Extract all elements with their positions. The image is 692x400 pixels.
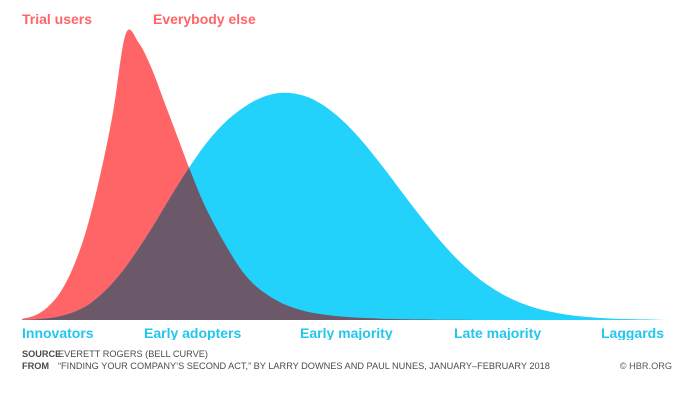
from-text: “FINDING YOUR COMPANY’S SECOND ACT,” BY … xyxy=(58,361,550,371)
category-label-innovators: Innovators xyxy=(22,325,94,340)
series-label-trial-users: Trial users xyxy=(22,11,92,27)
source-label: SOURCE xyxy=(22,349,62,359)
credit-text: © HBR.ORG xyxy=(619,361,672,371)
chart-labels: Trial users Everybody else Innovators Early… xyxy=(22,11,664,340)
category-label-laggards: Laggards xyxy=(601,325,664,340)
category-label-early-majority: Early majority xyxy=(300,325,393,340)
source-text: EVERETT ROGERS (BELL CURVE) xyxy=(58,349,208,359)
series-label-everybody-else: Everybody else xyxy=(153,11,256,27)
from-row: FROM “FINDING YOUR COMPANY’S SECOND ACT,… xyxy=(22,360,672,372)
source-row: SOURCE EVERETT ROGERS (BELL CURVE) xyxy=(22,348,672,360)
from-label: FROM xyxy=(22,361,50,371)
category-label-early-adopters: Early adopters xyxy=(144,325,241,340)
chart-footer: SOURCE EVERETT ROGERS (BELL CURVE) FROM … xyxy=(22,348,672,372)
chart-svg: Trial users Everybody else Innovators Early… xyxy=(22,11,670,340)
category-label-late-majority: Late majority xyxy=(454,325,541,340)
chart-areas xyxy=(22,29,670,320)
